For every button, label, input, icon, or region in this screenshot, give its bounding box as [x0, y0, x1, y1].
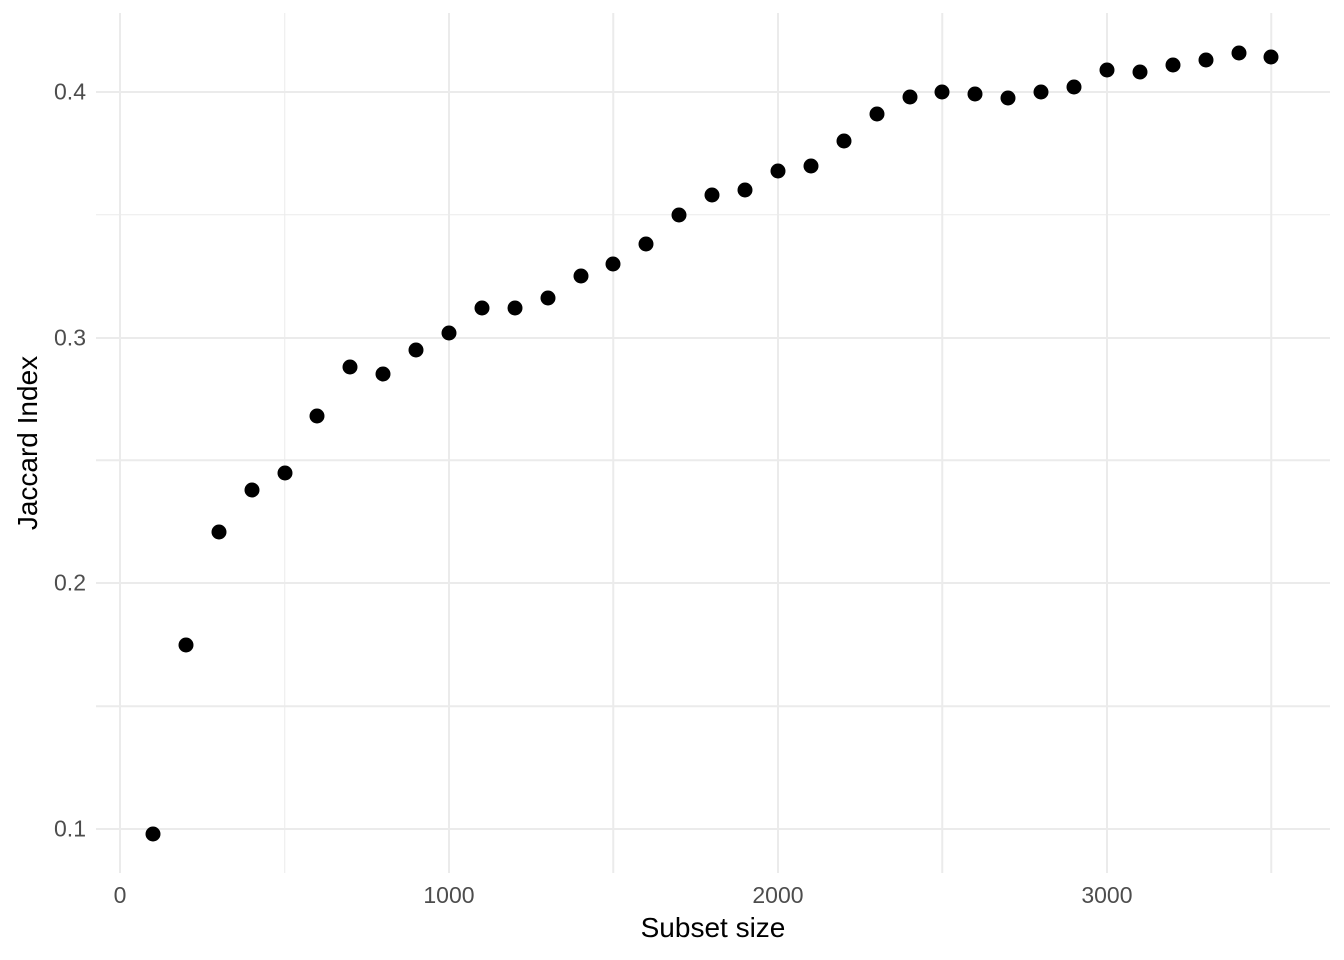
- data-point: [1132, 64, 1148, 80]
- gridline-minor: [96, 459, 1330, 462]
- y-axis-title: Jaccard Index: [12, 355, 43, 531]
- x-axis-title: Subset size: [640, 912, 786, 943]
- data-point: [1263, 49, 1279, 65]
- gridline-minor: [941, 13, 944, 873]
- data-point: [1000, 90, 1016, 106]
- data-point: [441, 325, 457, 341]
- data-point: [737, 182, 753, 198]
- data-point: [902, 89, 918, 105]
- data-point: [573, 268, 589, 284]
- data-point: [638, 236, 654, 252]
- data-point: [342, 359, 358, 375]
- data-point: [474, 300, 490, 316]
- gridline-major: [96, 336, 1330, 339]
- data-point: [1231, 45, 1247, 61]
- gridline-major: [96, 90, 1330, 93]
- data-point: [803, 158, 819, 174]
- data-point: [869, 106, 885, 122]
- data-point: [277, 465, 292, 481]
- x-tick-label: 3000: [1081, 882, 1133, 908]
- data-point: [408, 342, 424, 358]
- data-point: [178, 637, 194, 653]
- data-point: [671, 207, 687, 223]
- gridline-major: [1105, 13, 1108, 873]
- data-point: [1165, 57, 1181, 73]
- gridline-major: [119, 13, 121, 873]
- gridline-major: [447, 13, 450, 873]
- gridline-minor: [96, 213, 1330, 216]
- plot-panel: [96, 13, 1330, 873]
- data-point: [1033, 84, 1049, 100]
- data-point: [244, 482, 260, 498]
- gridline-major: [96, 582, 1330, 585]
- x-tick-label: 0: [113, 882, 127, 908]
- data-point: [375, 366, 391, 382]
- data-point: [145, 826, 161, 842]
- data-point: [507, 300, 523, 316]
- gridline-minor: [1270, 13, 1273, 873]
- data-point: [934, 84, 950, 100]
- x-tick-label: 1000: [423, 882, 475, 908]
- data-point: [605, 256, 621, 272]
- data-point: [211, 524, 227, 540]
- data-point: [1198, 52, 1214, 68]
- y-tick-label: 0.3: [54, 324, 86, 351]
- data-point: [1099, 62, 1115, 78]
- data-point: [540, 290, 556, 306]
- data-point: [770, 163, 786, 178]
- y-tick-label: 0.1: [54, 815, 86, 842]
- data-point: [1066, 79, 1082, 95]
- data-point: [967, 86, 983, 102]
- y-tick-label: 0.4: [54, 78, 86, 105]
- data-point: [309, 408, 325, 424]
- gridline-major: [96, 828, 1330, 831]
- data-point: [704, 187, 720, 203]
- y-tick-label: 0.2: [54, 569, 86, 596]
- gridline-minor: [283, 13, 286, 873]
- data-point: [836, 133, 852, 149]
- x-tick-label: 2000: [752, 882, 804, 908]
- gridline-minor: [96, 705, 1330, 707]
- gridline-minor: [612, 13, 615, 873]
- gridline-major: [776, 13, 779, 873]
